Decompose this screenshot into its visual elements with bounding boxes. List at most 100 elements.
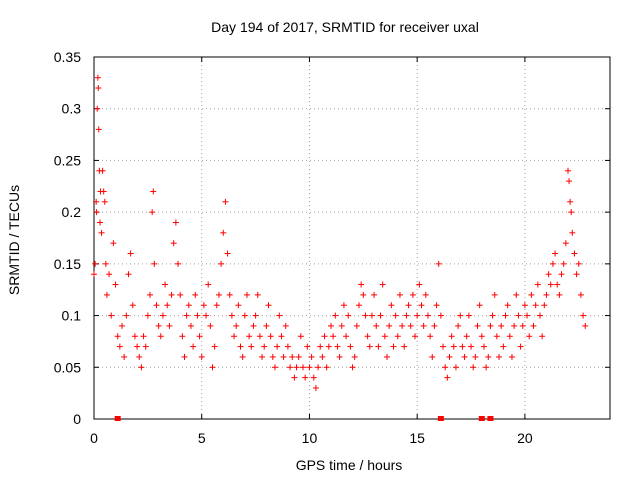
- data-point: [312, 384, 319, 391]
- data-point: [388, 302, 395, 309]
- data-point: [345, 312, 352, 319]
- data-point: [136, 353, 143, 360]
- data-point: [377, 312, 384, 319]
- data-point: [577, 291, 584, 298]
- data-point: [159, 312, 166, 319]
- data-point: [459, 343, 466, 350]
- data-point: [327, 322, 334, 329]
- y-tick-label: 0.25: [54, 152, 81, 168]
- data-points: [91, 74, 589, 421]
- data-point: [334, 343, 341, 350]
- zero-data-point: [487, 416, 494, 421]
- data-point: [427, 333, 434, 340]
- data-point: [112, 281, 119, 288]
- data-point: [429, 353, 436, 360]
- data-point: [185, 302, 192, 309]
- data-point: [243, 291, 250, 298]
- plot-frame: [93, 56, 611, 420]
- y-tick-label: 0.1: [62, 308, 82, 324]
- data-point: [353, 322, 360, 329]
- data-point: [545, 271, 552, 278]
- data-point: [573, 271, 580, 278]
- data-point: [461, 353, 468, 360]
- data-point: [304, 343, 311, 350]
- data-point: [485, 353, 492, 360]
- data-point: [502, 312, 509, 319]
- data-point: [558, 271, 565, 278]
- data-point: [119, 322, 126, 329]
- data-point: [437, 312, 444, 319]
- data-point: [256, 333, 263, 340]
- data-point: [472, 353, 479, 360]
- data-point: [390, 343, 397, 350]
- data-point: [478, 333, 485, 340]
- data-point: [552, 250, 559, 257]
- data-point: [401, 343, 408, 350]
- data-point: [129, 302, 136, 309]
- data-point: [93, 209, 100, 216]
- data-point: [241, 312, 248, 319]
- data-point: [373, 322, 380, 329]
- data-point: [183, 312, 190, 319]
- data-point: [157, 333, 164, 340]
- data-point: [106, 271, 113, 278]
- data-point: [422, 291, 429, 298]
- data-point: [483, 364, 490, 371]
- y-tick-label: 0.35: [54, 49, 81, 65]
- y-tick-label: 0.3: [62, 101, 82, 117]
- data-point: [580, 312, 587, 319]
- data-point: [360, 291, 367, 298]
- data-point: [293, 364, 300, 371]
- data-point: [358, 281, 365, 288]
- data-point: [351, 353, 358, 360]
- y-tick-label: 0: [73, 411, 81, 427]
- data-point: [560, 260, 567, 267]
- data-point: [368, 312, 375, 319]
- data-point: [511, 322, 518, 329]
- data-point: [487, 322, 494, 329]
- data-point: [392, 312, 399, 319]
- data-point: [226, 291, 233, 298]
- data-point: [101, 198, 108, 205]
- data-point: [246, 333, 253, 340]
- data-point: [306, 364, 313, 371]
- data-point: [452, 364, 459, 371]
- data-point: [375, 343, 382, 350]
- data-point: [200, 302, 207, 309]
- data-point: [498, 322, 505, 329]
- x-axis-label: GPS time / hours: [296, 457, 403, 473]
- data-point: [276, 312, 283, 319]
- data-point: [321, 333, 328, 340]
- data-point: [571, 250, 578, 257]
- data-point: [231, 333, 238, 340]
- data-point: [97, 219, 104, 226]
- data-point: [554, 281, 561, 288]
- data-point: [386, 322, 393, 329]
- data-point: [263, 322, 270, 329]
- data-point: [536, 312, 543, 319]
- data-point: [308, 353, 315, 360]
- data-point: [556, 291, 563, 298]
- data-point: [282, 322, 289, 329]
- data-point: [575, 260, 582, 267]
- data-point: [172, 219, 179, 226]
- data-point: [319, 353, 326, 360]
- y-axis-label: SRMTID / TECUs: [6, 185, 22, 295]
- x-tick-label: 20: [517, 430, 533, 446]
- data-point: [474, 322, 481, 329]
- data-point: [248, 343, 255, 350]
- data-point: [569, 229, 576, 236]
- data-point: [566, 178, 573, 185]
- data-point: [340, 302, 347, 309]
- data-point: [532, 302, 539, 309]
- data-point: [371, 291, 378, 298]
- data-point: [274, 343, 281, 350]
- data-point: [315, 364, 322, 371]
- data-point: [192, 291, 199, 298]
- data-point: [457, 312, 464, 319]
- data-point: [362, 312, 369, 319]
- data-point: [431, 322, 438, 329]
- data-point: [568, 209, 575, 216]
- data-point: [213, 302, 220, 309]
